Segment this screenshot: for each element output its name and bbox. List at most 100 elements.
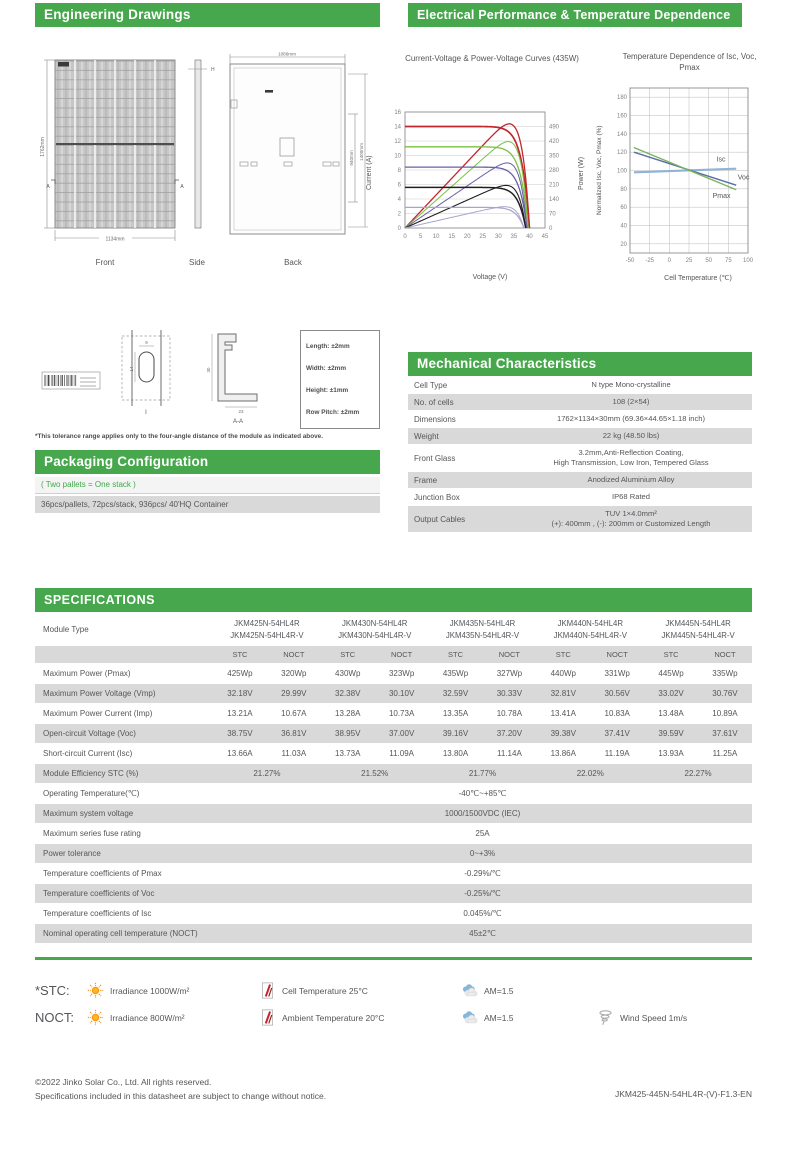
temp-chart-xlabel: Cell Temperature (℃) [664, 275, 732, 282]
legend-item-text: Irradiance 1000W/m² [110, 985, 190, 996]
iv-curve-curve-3 [405, 166, 528, 229]
section-header-packaging: Packaging Configuration [35, 450, 380, 474]
iv-yright-tick: 210 [549, 183, 560, 189]
module-name: JKM430N-54HL4R [341, 619, 408, 629]
module-type-row: Module Type JKM425N-54HL4R JKM425N-54HL4R-… [35, 614, 752, 646]
spec-value-cell: 335Wp [712, 669, 738, 678]
table-row: Maximum Power (Pmax) 425Wp 320Wp 430Wp 323Wp… [35, 664, 752, 684]
mech-row-label: Weight [414, 431, 439, 441]
condition-header-cell: STC [232, 650, 248, 659]
iv-yleft-tick: 4 [398, 197, 402, 203]
spec-row-label: Module Efficiency STC (%) [43, 769, 139, 778]
cloud-icon [461, 1009, 478, 1026]
table-row: Maximum Power Voltage (Vmp) 32.18V 29.99V 3… [35, 684, 752, 704]
iv-pv-curves-chart: 0 5 10 15 20 25 30 35 40 450246810121416070140210… [394, 110, 560, 240]
wind-icon [597, 1009, 614, 1026]
section-header-specifications: SPECIFICATIONS [35, 588, 752, 612]
back-hole-span-dim: 940mm [349, 150, 354, 165]
spec-value-cell: 30.76V [712, 689, 738, 698]
caption-front: Front [95, 258, 115, 267]
stc-legend-row: *STC: Irradiance 1000W/m² Cell Temperature… [35, 982, 755, 999]
iv-yleft-tick: 16 [394, 110, 401, 116]
tolerance-detail-figure: 9 14 I 30 23 A-A [41, 330, 258, 425]
iv-yright-tick: 350 [549, 154, 560, 160]
side-view-drawing: H [188, 59, 215, 229]
spec-value-cell: 13.28A [335, 709, 361, 718]
copyright-line: ©2022 Jinko Solar Co., Ltd. All rights r… [35, 1077, 212, 1087]
iv-yright-tick: 420 [549, 139, 560, 145]
iv-x-tick: 20 [464, 234, 471, 240]
mounting-slot-detail: 9 14 I [121, 330, 171, 416]
table-row: Maximum series fuse rating 25A [35, 824, 752, 844]
noct-legend-row: NOCT: Irradiance 800W/m² Ambient Temperatu… [35, 1009, 755, 1026]
temp-y-tick: 20 [620, 242, 627, 248]
iv-yleft-tick: 14 [394, 125, 401, 131]
spec-row-label: Maximum series fuse rating [43, 829, 141, 838]
iv-curve-curve-4 [405, 186, 527, 229]
barcode-label [41, 371, 101, 390]
front-width-dim: 1134mm [105, 237, 124, 243]
condition-header-cell: STC [555, 650, 571, 659]
iv-yright-tick: 140 [549, 197, 560, 203]
spec-row-label: Maximum Power Current (Imp) [43, 709, 153, 718]
module-variant: JKM430N-54HL4R-V [338, 630, 412, 640]
condition-header-cell: NOCT [606, 650, 628, 659]
spec-value-cell: 32.38V [335, 689, 361, 698]
iv-yleft-tick: 10 [394, 154, 401, 160]
junction-box [279, 137, 295, 157]
spec-value-cell: 32.18V [227, 689, 253, 698]
temp-y-tick: 160 [617, 114, 628, 120]
spec-value-cell: 323Wp [388, 669, 415, 678]
iv-yleft-tick: 12 [394, 139, 401, 145]
iv-curve-curve-2 [405, 146, 529, 229]
pv-curve-curve-4 [404, 184, 527, 229]
temp-y-tick: 80 [620, 187, 627, 193]
caption-side: Side [188, 258, 205, 267]
iv-yleft-tick: 0 [398, 226, 402, 232]
spec-value-cell: 11.03A [281, 749, 307, 758]
spec-value-cell: 30.33V [496, 689, 523, 698]
module-name: JKM445N-54HL4R [665, 619, 731, 629]
iv-curve-curve-1 [405, 125, 531, 229]
iv-x-tick: 5 [419, 234, 423, 240]
spec-value-cell: 11.25A [712, 749, 738, 758]
iv-yright-tick: 280 [549, 168, 560, 174]
iv-x-tick: 35 [511, 234, 518, 240]
legend-item: Irradiance 800W/m² [87, 1009, 259, 1026]
legend-condition-label: NOCT: [35, 1010, 74, 1025]
temp-y-tick: 140 [617, 132, 628, 138]
spec-row-label: Temperature coefficients of Isc [43, 909, 152, 918]
legend-item-text: AM=1.5 [484, 1012, 514, 1023]
spec-value-cell: 30.10V [388, 689, 415, 698]
condition-header-cell: NOCT [498, 650, 521, 659]
front-height-dim: 1762mm [40, 137, 46, 156]
section-header-mechanical: Mechanical Characteristics [408, 352, 752, 376]
iv-x-tick: 30 [495, 234, 502, 240]
condition-header-cell: STC [663, 650, 679, 659]
section-label: A-A [233, 419, 243, 425]
mech-row-value: 22 kg (48.50 lbs) [602, 431, 660, 441]
mech-row-label: Junction Box [414, 492, 460, 502]
spec-value-cell: 13.86A [550, 749, 576, 758]
table-row: Open-circuit Voltage (Voc) 38.75V 36.81V 38… [35, 724, 752, 744]
spec-value-cell: 10.78A [496, 709, 523, 718]
table-row: Temperature coefficients of Pmax -0.29%/℃ [35, 864, 752, 884]
legend-item: AM=1.5 [461, 982, 597, 999]
side-height-dim: H [211, 67, 215, 73]
pv-curve-curve-3 [404, 162, 528, 229]
detail-label: I [145, 410, 147, 416]
module-name: JKM440N-54HL4R [557, 619, 623, 629]
iv-chart-xlabel: Voltage (V) [472, 274, 508, 281]
pv-curve-curve-5 [404, 206, 525, 229]
spec-value-cell: 11.09A [389, 749, 414, 758]
temp-y-tick: 40 [620, 224, 627, 230]
slot-width-dim: 9 [145, 340, 148, 345]
iv-x-tick: 0 [403, 234, 407, 240]
sun-icon [87, 982, 104, 999]
legend-item: Wind Speed 1m/s [597, 1009, 755, 1026]
thermometer-icon [259, 982, 276, 999]
spec-single-value-cell: -0.29%/℃ [464, 869, 501, 878]
efficiency-value-cell: 22.02% [576, 769, 604, 778]
green-divider-line [35, 957, 752, 960]
spec-row-label: Nominal operating cell temperature (NOCT… [43, 929, 198, 938]
